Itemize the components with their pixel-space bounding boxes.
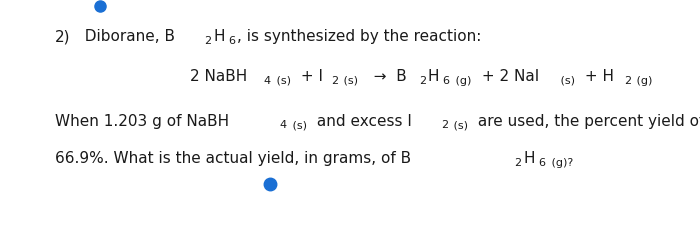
Text: 2: 2 (441, 121, 448, 131)
Text: (s): (s) (273, 76, 291, 85)
Text: (s): (s) (450, 121, 468, 131)
Text: When 1.203 g of NaBH: When 1.203 g of NaBH (55, 114, 229, 129)
Text: + 2 NaI: + 2 NaI (477, 69, 539, 84)
Text: 6: 6 (228, 35, 235, 46)
Text: 66.9%. What is the actual yield, in grams, of B: 66.9%. What is the actual yield, in gram… (55, 151, 411, 166)
Text: + I: + I (296, 69, 323, 84)
Text: , is synthesized by the reaction:: , is synthesized by the reaction: (237, 29, 482, 44)
Text: 2 NaBH: 2 NaBH (190, 69, 247, 84)
Text: + H: + H (580, 69, 615, 84)
Text: 2: 2 (624, 76, 631, 85)
Text: 6: 6 (442, 76, 449, 85)
Text: 2: 2 (331, 76, 338, 85)
Text: (g): (g) (452, 76, 471, 85)
Text: 2: 2 (514, 157, 522, 168)
Text: 4: 4 (264, 76, 271, 85)
Text: (s): (s) (340, 76, 358, 85)
Text: (g): (g) (634, 76, 653, 85)
Text: are used, the percent yield of B: are used, the percent yield of B (473, 114, 700, 129)
Text: H: H (428, 69, 440, 84)
Text: 2: 2 (204, 35, 211, 46)
Text: 4: 4 (280, 121, 287, 131)
Text: (s): (s) (557, 76, 575, 85)
Text: 2): 2) (55, 29, 71, 44)
Text: →  B: → B (363, 69, 406, 84)
Text: 6: 6 (538, 157, 545, 168)
Text: H: H (524, 151, 536, 166)
Text: Diborane, B: Diborane, B (75, 29, 175, 44)
Text: (g)?: (g)? (547, 157, 573, 168)
Text: (s): (s) (289, 121, 307, 131)
Text: H: H (214, 29, 225, 44)
Text: 2: 2 (419, 76, 426, 85)
Text: and excess I: and excess I (312, 114, 412, 129)
